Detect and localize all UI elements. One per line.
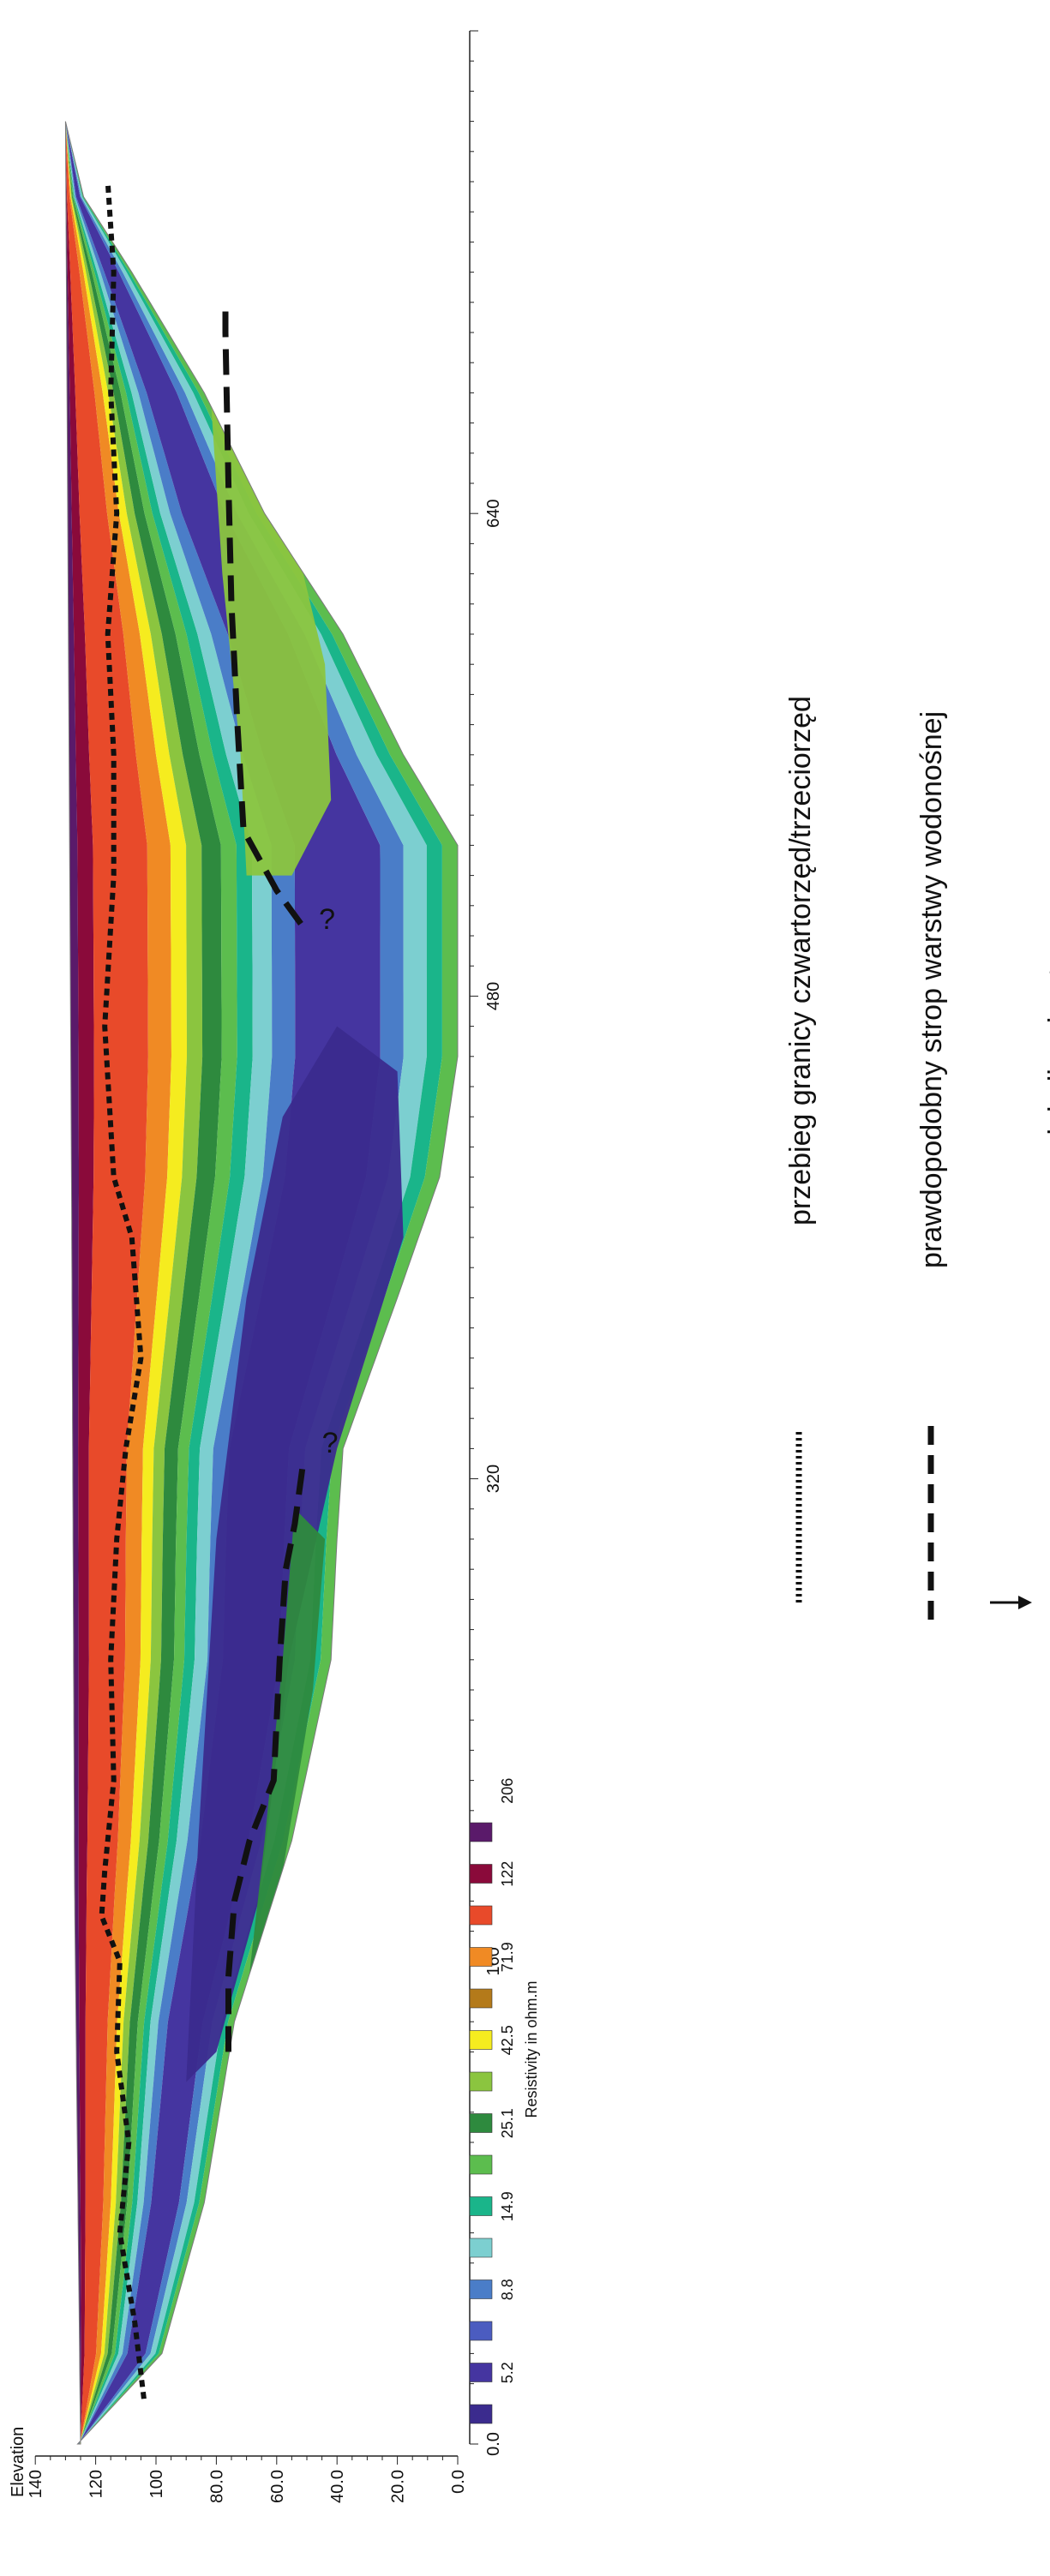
- interpretation-legend: przebieg granicy czwartorzęd/trzeciorzęd…: [784, 696, 1050, 1620]
- legend-label-aquifer-top: prawdopodobny strop warstwy wodonośnej: [915, 711, 948, 1268]
- resistivity-band: [65, 121, 427, 2444]
- y-tick-label: 140: [27, 2470, 45, 2498]
- x-tick-label: 640: [484, 500, 503, 528]
- colorbar-swatches: [469, 1822, 493, 2424]
- resistivity-band: [65, 121, 81, 2444]
- resistivity-band: [65, 121, 222, 2444]
- resistivity-band: [65, 121, 203, 2444]
- colorbar-swatch: [469, 2196, 493, 2216]
- interpretation-lines: [99, 181, 307, 2399]
- colorbar-swatch: [469, 2321, 493, 2341]
- colorbar-swatch: [469, 2363, 493, 2382]
- y-axis-title: Elevation: [9, 2427, 27, 2497]
- colorbar-tick-label: 25.1: [499, 2108, 516, 2138]
- colorbar-swatch: [469, 2404, 493, 2424]
- legend-label-borehole: proponowana lokalizacja otworu: [1043, 905, 1050, 1320]
- colorbar-swatch: [469, 2154, 493, 2175]
- colorbar-tick-label: 71.9: [499, 1942, 516, 1972]
- colorbar-title: Resistivity in ohm.m: [523, 1980, 540, 2118]
- y-tick-label: 80.0: [207, 2470, 226, 2503]
- colorbar-swatch: [469, 2113, 493, 2133]
- x-tick-label: 480: [484, 982, 503, 1010]
- colorbar-tick-label: 8.8: [499, 2279, 516, 2300]
- colorbar-swatch: [469, 1905, 493, 1926]
- resistivity-band: [65, 121, 94, 2444]
- colorbar-swatch: [469, 2279, 493, 2299]
- y-tick-label: 60.0: [268, 2470, 287, 2503]
- colorbar-swatch: [469, 2071, 493, 2092]
- colorbar-swatch: [469, 1864, 493, 1884]
- y-tick-label: 0.0: [449, 2470, 468, 2494]
- legend-arrow-icon: [990, 1596, 1032, 1609]
- colorbar-swatch: [469, 2030, 493, 2050]
- y-tick-label: 100: [147, 2470, 166, 2498]
- resistivity-band: [65, 121, 237, 2444]
- resistivity-section: ? ? 0.0 160 320 480 640 0.0 20.0 40.0 60…: [9, 30, 1050, 2503]
- resistivity-band: [65, 121, 148, 2444]
- colorbar-swatch: [469, 1988, 493, 2009]
- resistivity-body: [240, 1508, 326, 2052]
- resistivity-band: [65, 121, 171, 2444]
- x-tick-label: 0.0: [484, 2432, 503, 2456]
- resistivity-band: [65, 121, 253, 2444]
- colorbar: 5.2 8.8 14.9 25.1 42.5 71.9 122 206 Resi…: [469, 1778, 540, 2424]
- plot-area: ? ?: [64, 121, 459, 2445]
- x-tick-label: 320: [484, 1465, 503, 1493]
- resistivity-band: [65, 121, 187, 2444]
- aquifer-top-line: [222, 302, 303, 926]
- colorbar-swatch: [469, 2238, 493, 2258]
- colorbar-tick-label: 122: [499, 1861, 516, 1887]
- y-tick-label: 120: [87, 2470, 106, 2498]
- profile-outline: [64, 121, 459, 2445]
- uncertainty-mark-left: ?: [322, 1427, 339, 1459]
- colorbar-tick-label: 5.2: [499, 2362, 516, 2383]
- aquifer-top-line: [225, 1457, 307, 2052]
- resistivity-band: [65, 121, 273, 2444]
- y-axis-ticks: [34, 2456, 459, 2465]
- colorbar-tick-label: 14.9: [499, 2191, 516, 2221]
- uncertainty-mark-right: ?: [319, 903, 335, 936]
- colorbar-tick-label: 42.5: [499, 2025, 516, 2055]
- y-tick-label: 20.0: [389, 2470, 408, 2503]
- quaternary-tertiary-boundary-line: [99, 181, 147, 2399]
- colorbar-tick-label: 206: [499, 1778, 516, 1804]
- colorbar-swatch: [469, 1822, 493, 1842]
- legend-label-boundary: przebieg granicy czwartorzęd/trzeciorzęd: [784, 696, 817, 1225]
- colorbar-swatch: [469, 1947, 493, 1967]
- y-tick-label: 40.0: [328, 2470, 347, 2503]
